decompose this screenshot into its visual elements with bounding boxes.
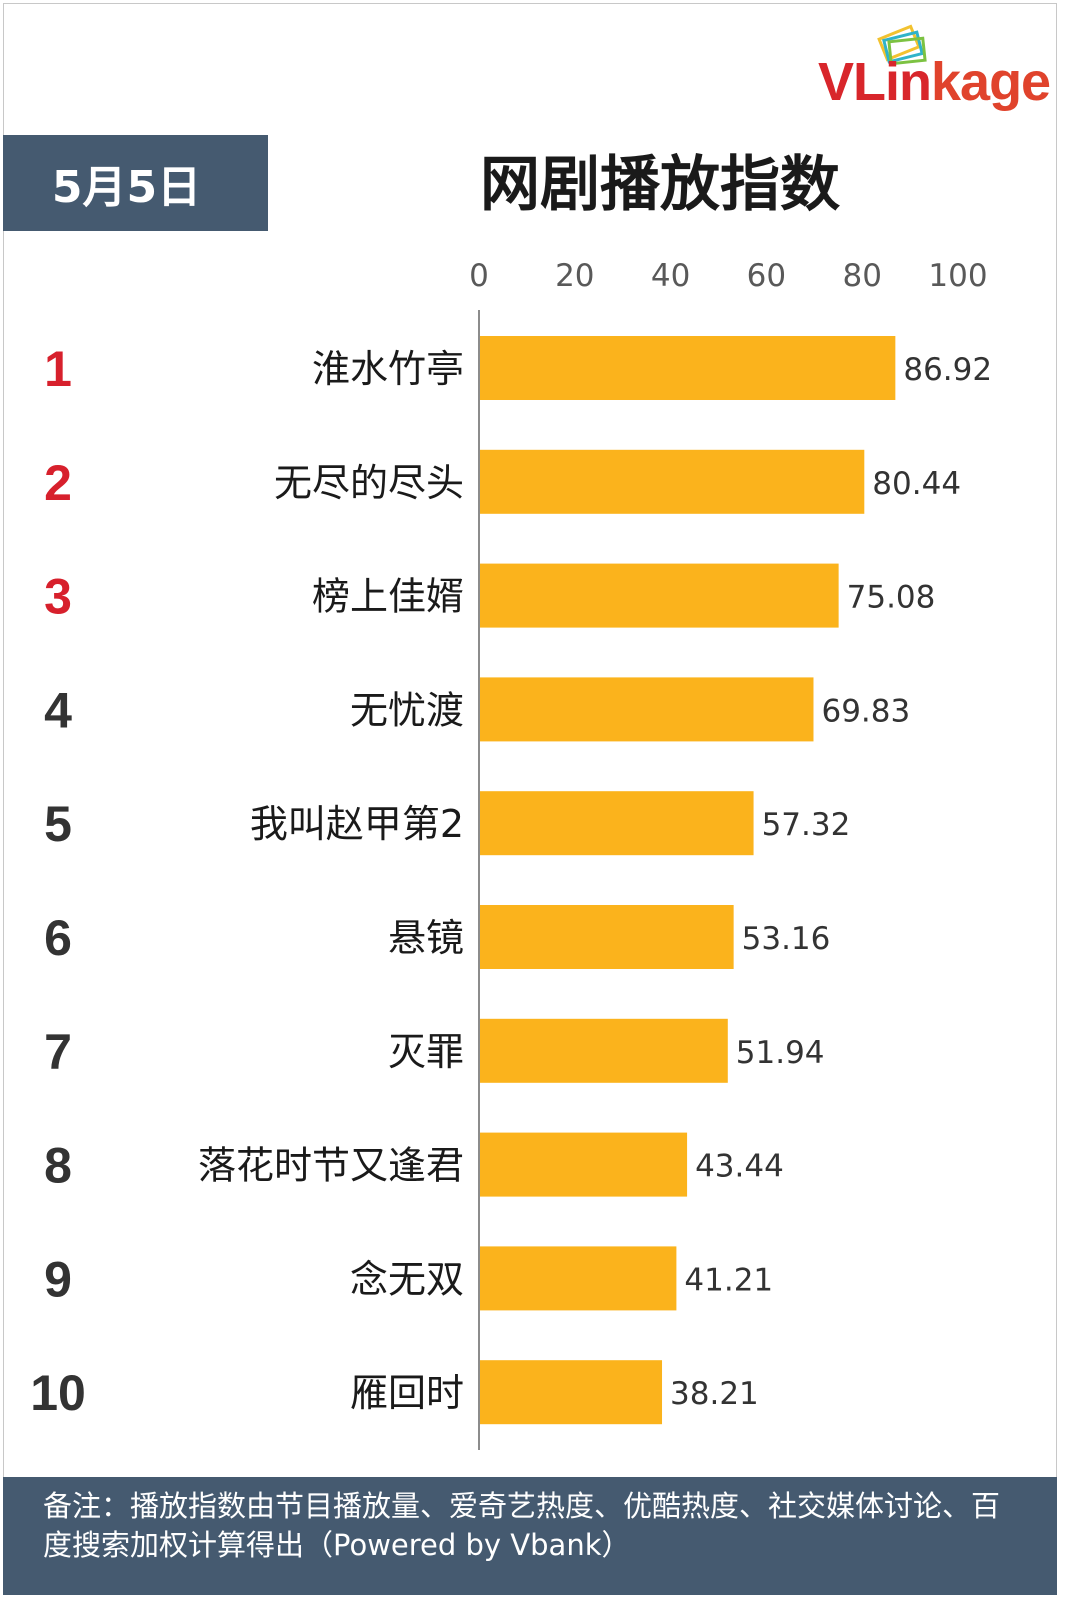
- bar: [479, 1246, 677, 1311]
- rank-number: 1: [44, 341, 72, 397]
- bar-value-label: 57.32: [762, 807, 851, 843]
- rank-number: 4: [44, 682, 72, 738]
- rank-number: 7: [44, 1024, 72, 1080]
- rank-number: 8: [44, 1138, 72, 1194]
- logo-cards-icon: [877, 24, 927, 66]
- x-tick-label: 100: [928, 258, 987, 294]
- bar-value-label: 38.21: [670, 1376, 759, 1412]
- rank-number: 2: [44, 455, 72, 511]
- bar-value-label: 53.16: [742, 921, 831, 957]
- logo-text: VLinkage: [818, 52, 1051, 112]
- rank-number: 9: [44, 1251, 72, 1307]
- bar-value-label: 80.44: [872, 466, 961, 502]
- category-label: 无尽的尽头: [274, 461, 464, 505]
- category-label: 雁回时: [350, 1371, 464, 1415]
- x-tick-label: 40: [651, 258, 690, 294]
- bar: [479, 563, 839, 628]
- category-label: 悬镜: [388, 916, 464, 960]
- bar: [479, 1018, 728, 1083]
- category-label: 我叫赵甲第2: [250, 802, 464, 846]
- bar-value-label: 69.83: [821, 693, 910, 729]
- bar-value-label: 86.92: [903, 352, 992, 388]
- x-tick-label: 20: [555, 258, 594, 294]
- bar-value-label: 43.44: [695, 1149, 784, 1185]
- category-label: 无忧渡: [350, 688, 464, 732]
- category-label: 榜上佳婿: [312, 575, 464, 619]
- category-label: 落花时节又逢君: [198, 1144, 464, 1188]
- x-tick-label: 80: [842, 258, 881, 294]
- date-badge: 5月5日: [3, 135, 268, 231]
- bar: [479, 449, 865, 514]
- rank-number: 10: [30, 1365, 86, 1421]
- bar: [479, 905, 734, 969]
- chart-title: 网剧播放指数: [480, 150, 840, 220]
- bar: [479, 677, 814, 742]
- bar-value-label: 41.21: [684, 1262, 773, 1298]
- footer-note: 备注：播放指数由节目播放量、爱奇艺热度、优酷热度、社交媒体讨论、百度搜索加权计算…: [3, 1477, 1057, 1595]
- rank-number: 3: [44, 569, 72, 625]
- category-label: 灭罪: [388, 1030, 464, 1074]
- bar-chart: 0 20 40 60 80 100 86.92 淮水竹亭 1 80.44 无尽的尽头 2 75.08 榜上…: [30, 258, 992, 1450]
- bar: [479, 1360, 663, 1425]
- rank-number: 6: [44, 910, 72, 966]
- vlinkage-logo: VLinkage: [818, 18, 1068, 118]
- x-tick-label: 0: [469, 258, 489, 294]
- category-label: 念无双: [350, 1257, 464, 1301]
- bar: [479, 336, 896, 400]
- bar: [479, 791, 754, 856]
- category-label: 淮水竹亭: [312, 347, 464, 391]
- rank-number: 5: [44, 796, 72, 852]
- bar-value-label: 51.94: [736, 1035, 825, 1071]
- bar-value-label: 75.08: [847, 580, 936, 616]
- x-tick-label: 60: [747, 258, 786, 294]
- bar: [479, 1132, 688, 1197]
